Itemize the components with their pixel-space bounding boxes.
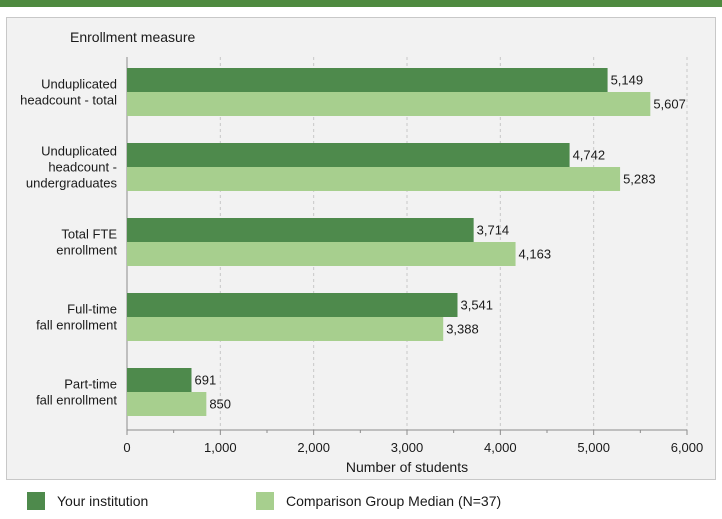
category-label: enrollment xyxy=(56,243,117,258)
top-rule xyxy=(0,0,722,7)
bar-your-institution xyxy=(127,218,474,242)
value-label-comparison-median: 850 xyxy=(209,397,231,412)
bar-comparison-median xyxy=(127,392,207,416)
legend-swatch-comparison-median xyxy=(256,492,274,510)
value-label-comparison-median: 5,607 xyxy=(653,97,686,112)
x-axis-title: Number of students xyxy=(346,459,468,475)
category-label: fall enrollment xyxy=(36,393,117,408)
category-label: Unduplicated xyxy=(41,77,117,92)
bar-your-institution xyxy=(127,143,570,167)
x-tick-label: 0 xyxy=(123,440,130,455)
value-label-comparison-median: 4,163 xyxy=(519,247,552,262)
bar-your-institution xyxy=(127,68,608,92)
legend-label-your-institution: Your institution xyxy=(57,493,148,509)
x-tick-label: 5,000 xyxy=(577,440,610,455)
category-label: undergraduates xyxy=(26,176,118,191)
value-label-your-institution: 3,714 xyxy=(477,223,510,238)
y-axis-title: Enrollment measure xyxy=(70,29,195,45)
value-label-your-institution: 3,541 xyxy=(460,298,493,313)
category-label: Unduplicated xyxy=(41,144,117,159)
category-label: Full-time xyxy=(67,302,117,317)
bar-comparison-median xyxy=(127,92,651,116)
category-label: Part-time xyxy=(64,377,117,392)
bar-comparison-median xyxy=(127,317,444,341)
x-tick-label: 6,000 xyxy=(671,440,704,455)
bar-comparison-median xyxy=(127,167,621,191)
bar-your-institution xyxy=(127,293,458,317)
value-label-comparison-median: 3,388 xyxy=(446,322,479,337)
x-tick-label: 3,000 xyxy=(391,440,424,455)
value-label-your-institution: 691 xyxy=(194,373,216,388)
category-label: headcount - total xyxy=(20,93,117,108)
category-label: headcount - xyxy=(48,160,117,175)
x-tick-label: 4,000 xyxy=(484,440,517,455)
category-label: fall enrollment xyxy=(36,318,117,333)
bar-comparison-median xyxy=(127,242,516,266)
legend-swatch-your-institution xyxy=(27,492,45,510)
x-tick-label: 2,000 xyxy=(297,440,330,455)
value-label-comparison-median: 5,283 xyxy=(623,172,656,187)
bar-your-institution xyxy=(127,368,192,392)
category-label: Total FTE xyxy=(61,227,117,242)
value-label-your-institution: 5,149 xyxy=(611,73,644,88)
x-tick-label: 1,000 xyxy=(204,440,237,455)
legend-label-comparison-median: Comparison Group Median (N=37) xyxy=(286,493,501,509)
value-label-your-institution: 4,742 xyxy=(573,148,606,163)
